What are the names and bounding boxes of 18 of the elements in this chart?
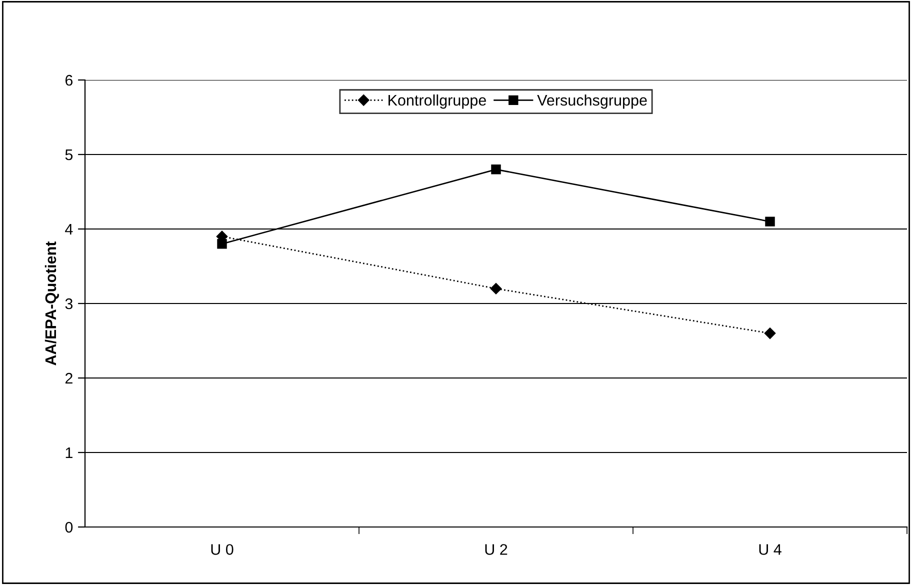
point: [491, 164, 501, 174]
y-tick-label: 1: [66, 448, 72, 458]
point: [765, 216, 775, 226]
x-tick-label: U 0: [211, 544, 234, 555]
y-axis-title: AA/EPA-Quotient: [44, 241, 59, 366]
legend-label: Versuchsgruppe: [537, 94, 647, 109]
x-tick-label: U 2: [485, 544, 508, 555]
x-tick-label: U 4: [759, 544, 782, 555]
y-tick-label: 6: [65, 74, 73, 86]
point: [490, 282, 502, 294]
y-tick-label: 5: [65, 150, 73, 160]
point: [764, 328, 776, 339]
legend-label: Kontrollgruppe: [388, 94, 486, 109]
y-tick-label: 0: [65, 522, 73, 533]
y-tick-label: 2: [65, 372, 72, 384]
point: [217, 239, 227, 249]
y-tick-label: 4: [65, 224, 73, 235]
y-tick-label: 3: [65, 298, 73, 310]
